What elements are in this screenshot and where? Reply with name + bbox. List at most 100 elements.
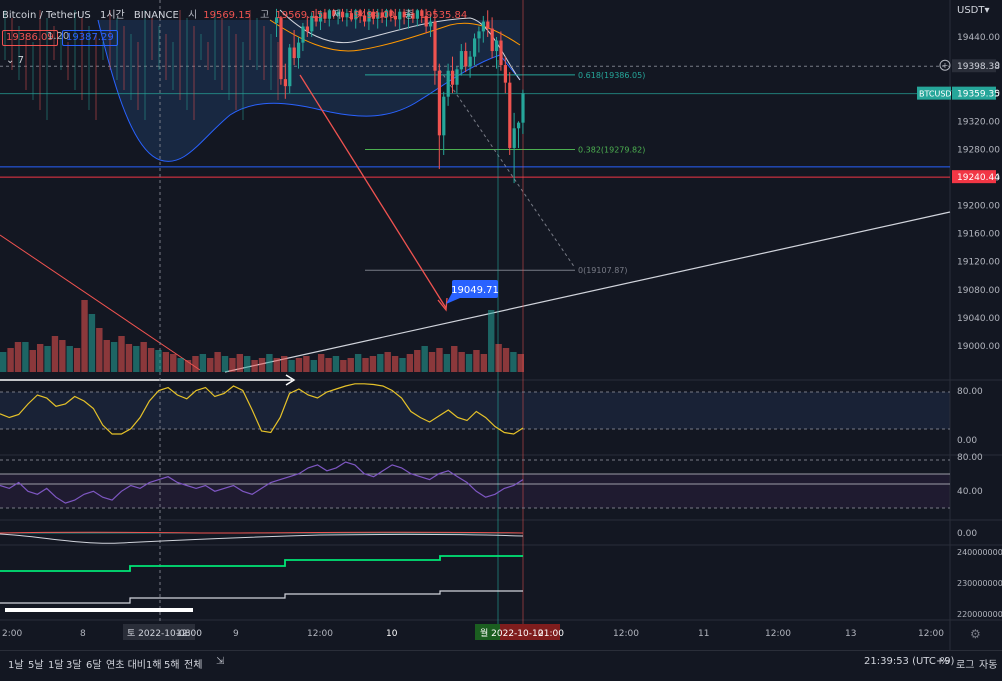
symbol-name[interactable]: Bitcoin / TetherUS (2, 10, 91, 21)
callout-label: 19049.71 (451, 285, 499, 296)
x-highlight-label: 12:00 (176, 629, 202, 639)
range-6m[interactable]: 6달 (86, 660, 102, 671)
candle-body (332, 10, 336, 16)
low-label: 저 (332, 10, 342, 21)
candle-body (323, 12, 327, 19)
volume-bar (451, 346, 458, 372)
candle-body (420, 10, 424, 16)
volume-bar (44, 346, 51, 372)
volume-bar (236, 354, 244, 372)
range-all[interactable]: 전체 (184, 660, 203, 671)
x-highlight-label: 월 2022-10-10 (480, 627, 544, 639)
chevron-down-icon: ⌄ (6, 55, 15, 66)
goto-date-icon[interactable]: ⇲ (216, 656, 225, 667)
candle-body (358, 10, 362, 16)
osc-tick-label: 220000000.00 (957, 610, 1002, 619)
range-1y[interactable]: 1해 (146, 660, 162, 671)
volume-bar (502, 348, 510, 372)
volume-bar (59, 340, 66, 372)
percent-toggle[interactable]: % (940, 656, 950, 667)
volume-bar (332, 356, 340, 372)
ask-price-box[interactable]: 19387.29 (62, 30, 118, 46)
bottom-toolbar (0, 650, 1002, 678)
x-tick-label: 12:00 (918, 629, 944, 639)
volume-bar (29, 350, 36, 372)
candle-body (385, 10, 389, 18)
white-arrow-head (285, 374, 296, 386)
volume-bar (177, 358, 184, 372)
range-ytd[interactable]: 연초 대비 (106, 660, 146, 671)
candle-body (305, 26, 309, 32)
volume-bar (162, 352, 170, 372)
x-tick-label: 13 (845, 629, 856, 639)
volume-bar (488, 310, 495, 372)
candle-body (446, 70, 450, 97)
fib-trend-line (439, 69, 576, 269)
volume-bar (421, 346, 428, 372)
candle-body (301, 26, 305, 43)
clock[interactable]: 21:39:53 (UTC+9) (864, 656, 955, 667)
volume-bar (207, 358, 214, 372)
range-5y[interactable]: 5해 (164, 660, 180, 671)
candle-body (367, 11, 371, 22)
stochastic-line (0, 383, 524, 435)
interval-label[interactable]: 1시간 (99, 10, 125, 21)
red-arrow-head (437, 297, 448, 312)
y-tick-label: 19080.00 (957, 286, 1000, 296)
indicators-collapse[interactable]: ⌄ 7 (6, 55, 24, 66)
candle-body (442, 96, 446, 136)
volume-bar (244, 356, 251, 372)
price-label-box (952, 170, 996, 184)
candle-body (455, 69, 459, 85)
ema-line (269, 19, 521, 52)
volume-bar (221, 356, 229, 372)
volume-bar (362, 358, 369, 372)
range-3m[interactable]: 3달 (66, 660, 82, 671)
volume-bar (406, 354, 414, 372)
auto-toggle[interactable]: 자동 (979, 660, 998, 671)
osc-tick-label: 240000000.00 (957, 548, 1002, 557)
caret-down-icon: ▾ (984, 5, 990, 16)
obv-line (0, 555, 523, 572)
volume-bar (266, 354, 273, 372)
y-tick-label: 19200.00 (957, 202, 1000, 212)
volume-bar (170, 354, 177, 372)
volume-bar (273, 358, 280, 372)
y-tick-label: 19040.00 (957, 314, 1000, 324)
range-5d[interactable]: 5날 (28, 660, 44, 671)
candle-body (486, 21, 490, 29)
volume-bar (229, 358, 236, 372)
rsi-band (0, 474, 950, 508)
obv-ma-line (0, 590, 523, 604)
candle-body (521, 93, 525, 123)
currency-selector[interactable]: USDT▾ (957, 5, 990, 16)
osc-tick-label: 0.00 (957, 529, 977, 539)
range-1d[interactable]: 1날 (8, 660, 24, 671)
close-label: 종 (404, 10, 414, 21)
x-highlight-box (500, 624, 560, 640)
volume-bar (251, 360, 258, 372)
candle-body (336, 11, 340, 16)
x-tick-label: 12:00 (613, 629, 639, 639)
plus-icon (939, 59, 951, 71)
volume-bar (354, 354, 362, 372)
osc-tick-label: 230000000.00 (957, 579, 1002, 588)
candle-body (517, 122, 521, 129)
candle-body (429, 21, 433, 27)
log-toggle[interactable]: 로그 (956, 660, 975, 671)
range-1m[interactable]: 1달 (48, 660, 64, 671)
gear-icon[interactable]: ⚙ (970, 627, 981, 641)
candle-body (459, 51, 463, 70)
bid-price-box[interactable]: 19386.09 (2, 30, 58, 46)
volume-bar (414, 350, 421, 372)
candle-body (398, 11, 402, 20)
candle-body (512, 128, 516, 148)
y-tick-label: 19120.00 (957, 258, 1000, 268)
x-tick-label: 12:00 (307, 629, 333, 639)
price-label-box (952, 59, 996, 73)
x-tick-label: 8 (80, 629, 86, 639)
volume-bar (192, 356, 199, 372)
callout-pointer (446, 293, 460, 304)
candle-body (407, 13, 411, 18)
